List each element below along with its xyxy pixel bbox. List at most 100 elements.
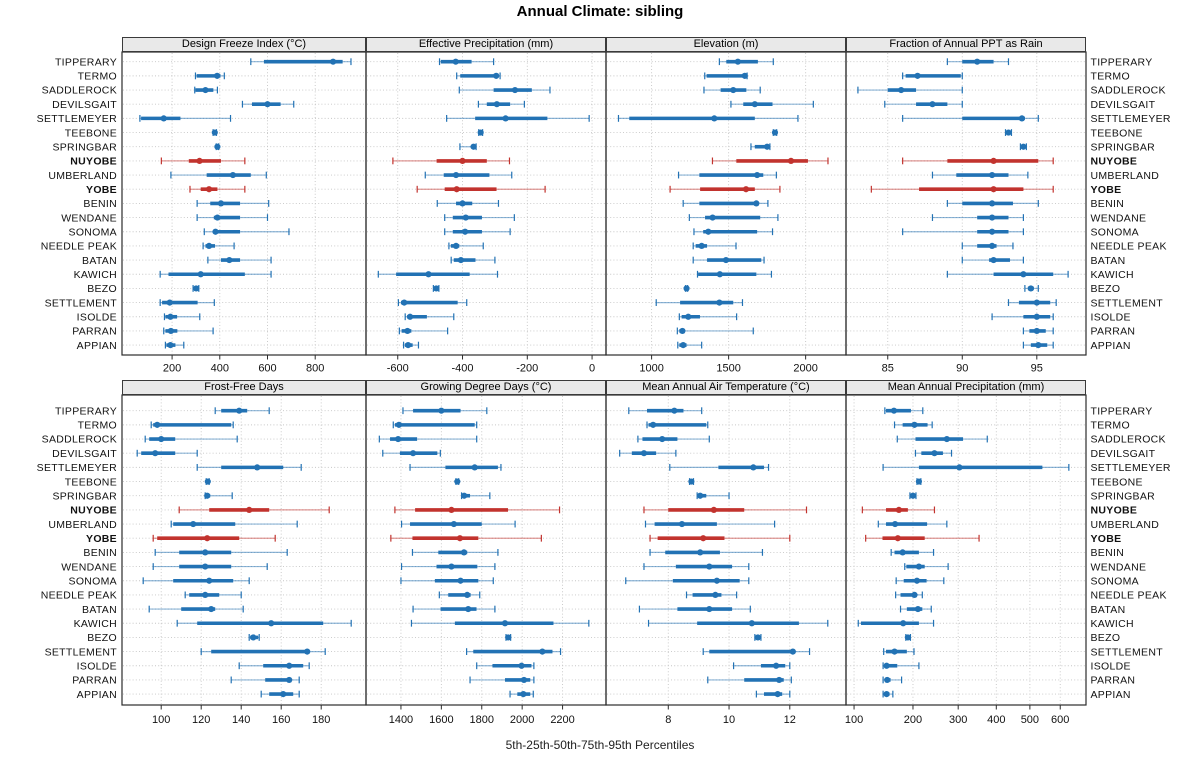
percentile-row-NUYOBE: [861, 506, 936, 514]
percentile-row-ISOLDE: [991, 313, 1054, 321]
percentile-row-BATAN: [412, 605, 496, 613]
station-label-right: SETTLEMEYER: [1091, 113, 1171, 125]
station-label-right: PARRAN: [1091, 326, 1136, 338]
percentile-row-ISOLDE: [678, 313, 738, 321]
median-dot: [1033, 313, 1040, 320]
percentile-row-SPRINGBAR: [214, 143, 221, 151]
median-dot: [286, 676, 293, 684]
median-dot: [680, 342, 687, 349]
panel-7: 100 200 300 400 500 600: [845, 394, 1087, 726]
median-dot: [205, 186, 213, 193]
median-dot: [212, 228, 219, 235]
percentile-row-BEZO: [192, 285, 200, 292]
median-dot: [166, 299, 173, 306]
percentile-row-YOBE: [669, 185, 781, 193]
station-label-left: BENIN: [83, 547, 117, 559]
median-dot: [152, 450, 159, 457]
axis-tick-label: 500: [1021, 714, 1039, 726]
percentile-row-NUYOBE: [711, 157, 829, 165]
percentile-row-SPRINGBAR: [459, 143, 477, 151]
station-label-left: UMBERLAND: [48, 519, 117, 531]
axis-tick-label: 200: [904, 714, 922, 726]
station-label-right: BEZO: [1091, 283, 1121, 295]
percentile-row-UMBERLAND: [931, 171, 1029, 179]
percentile-row-NUYOBE: [643, 506, 808, 514]
median-dot: [1020, 143, 1027, 150]
axis-tick-label: 2000: [793, 363, 817, 375]
station-label-right: NEEDLE PEAK: [1091, 241, 1167, 253]
station-label-right: KAWICH: [1091, 618, 1134, 630]
median-dot: [229, 171, 237, 179]
percentile-row-SPRINGBAR: [460, 492, 491, 500]
percentile-row-KAWICH: [946, 270, 1069, 278]
median-dot: [899, 549, 906, 556]
axis-tick-label: 0: [589, 363, 595, 375]
median-dot: [204, 478, 211, 485]
median-dot: [493, 101, 500, 108]
station-label-left: NEEDLE PEAK: [41, 590, 117, 602]
percentile-row-BENIN: [154, 549, 288, 556]
median-dot: [502, 115, 509, 122]
percentile-row-SETTLEMEYER: [196, 463, 302, 471]
station-label-left: SONOMA: [69, 226, 117, 238]
percentile-row-SETTLEMENT: [159, 299, 215, 306]
panel-strip-design-freeze-index: Design Freeze Index (°C): [122, 37, 366, 52]
panel-border: [845, 51, 1087, 356]
median-dot: [789, 648, 796, 655]
median-dot: [460, 549, 468, 556]
median-dot: [250, 634, 257, 641]
percentile-row-PARRAN: [469, 676, 535, 684]
median-dot: [974, 58, 981, 65]
station-label-left: NUYOBE: [70, 505, 117, 517]
median-dot: [929, 101, 936, 108]
median-dot: [501, 620, 509, 627]
median-dot: [706, 563, 713, 570]
percentile-row-APPIAN: [402, 341, 420, 349]
percentile-row-SONOMA: [400, 577, 494, 585]
median-dot: [452, 58, 459, 65]
percentile-row-TERMO: [150, 421, 234, 429]
percentile-row-BATAN: [450, 256, 496, 264]
station-label-left: TIPPERARY: [55, 405, 117, 417]
median-dot: [438, 407, 445, 414]
percentile-row-UMBERLAND: [677, 171, 777, 179]
median-dot: [214, 214, 221, 221]
median-dot: [457, 256, 464, 264]
station-label-left: ISOLDE: [77, 660, 117, 672]
percentile-row-DEVILSGAIT: [914, 449, 953, 457]
percentile-row-TERMO: [646, 421, 709, 429]
median-dot: [751, 101, 758, 108]
percentile-row-APPIAN: [509, 690, 534, 698]
median-dot: [158, 435, 165, 443]
percentile-row-NEEDLE PEAK: [692, 242, 737, 250]
median-dot: [671, 407, 678, 414]
percentile-row-TIPPERARY: [214, 407, 270, 415]
median-dot: [208, 605, 215, 613]
station-label-left: TERMO: [78, 71, 117, 83]
station-label-left: NUYOBE: [70, 156, 117, 168]
percentile-row-SETTLEMENT: [702, 648, 811, 655]
median-dot: [640, 450, 648, 457]
percentile-row-WENDANE: [444, 214, 515, 221]
median-dot: [329, 58, 337, 65]
median-dot: [771, 129, 779, 136]
median-dot: [206, 577, 213, 584]
median-dot: [915, 563, 923, 570]
percentile-row-BENIN: [436, 200, 500, 207]
median-dot: [286, 662, 293, 669]
percentile-row-UMBERLAND: [644, 520, 776, 528]
station-label-left: BEZO: [87, 283, 117, 295]
axis-tick-label: 1600: [429, 714, 453, 726]
percentile-row-TEEBONE: [454, 478, 461, 485]
median-dot: [395, 421, 403, 428]
median-dot: [1020, 271, 1027, 278]
station-label-right: PARRAN: [1091, 675, 1136, 687]
median-dot: [448, 506, 455, 513]
station-label-right: SADDLEROCK: [1091, 85, 1166, 97]
percentile-row-DEVILSGAIT: [241, 100, 295, 108]
panel-border: [121, 394, 367, 706]
station-label-right: NEEDLE PEAK: [1091, 590, 1167, 602]
percentile-row-YOBE: [865, 534, 980, 542]
